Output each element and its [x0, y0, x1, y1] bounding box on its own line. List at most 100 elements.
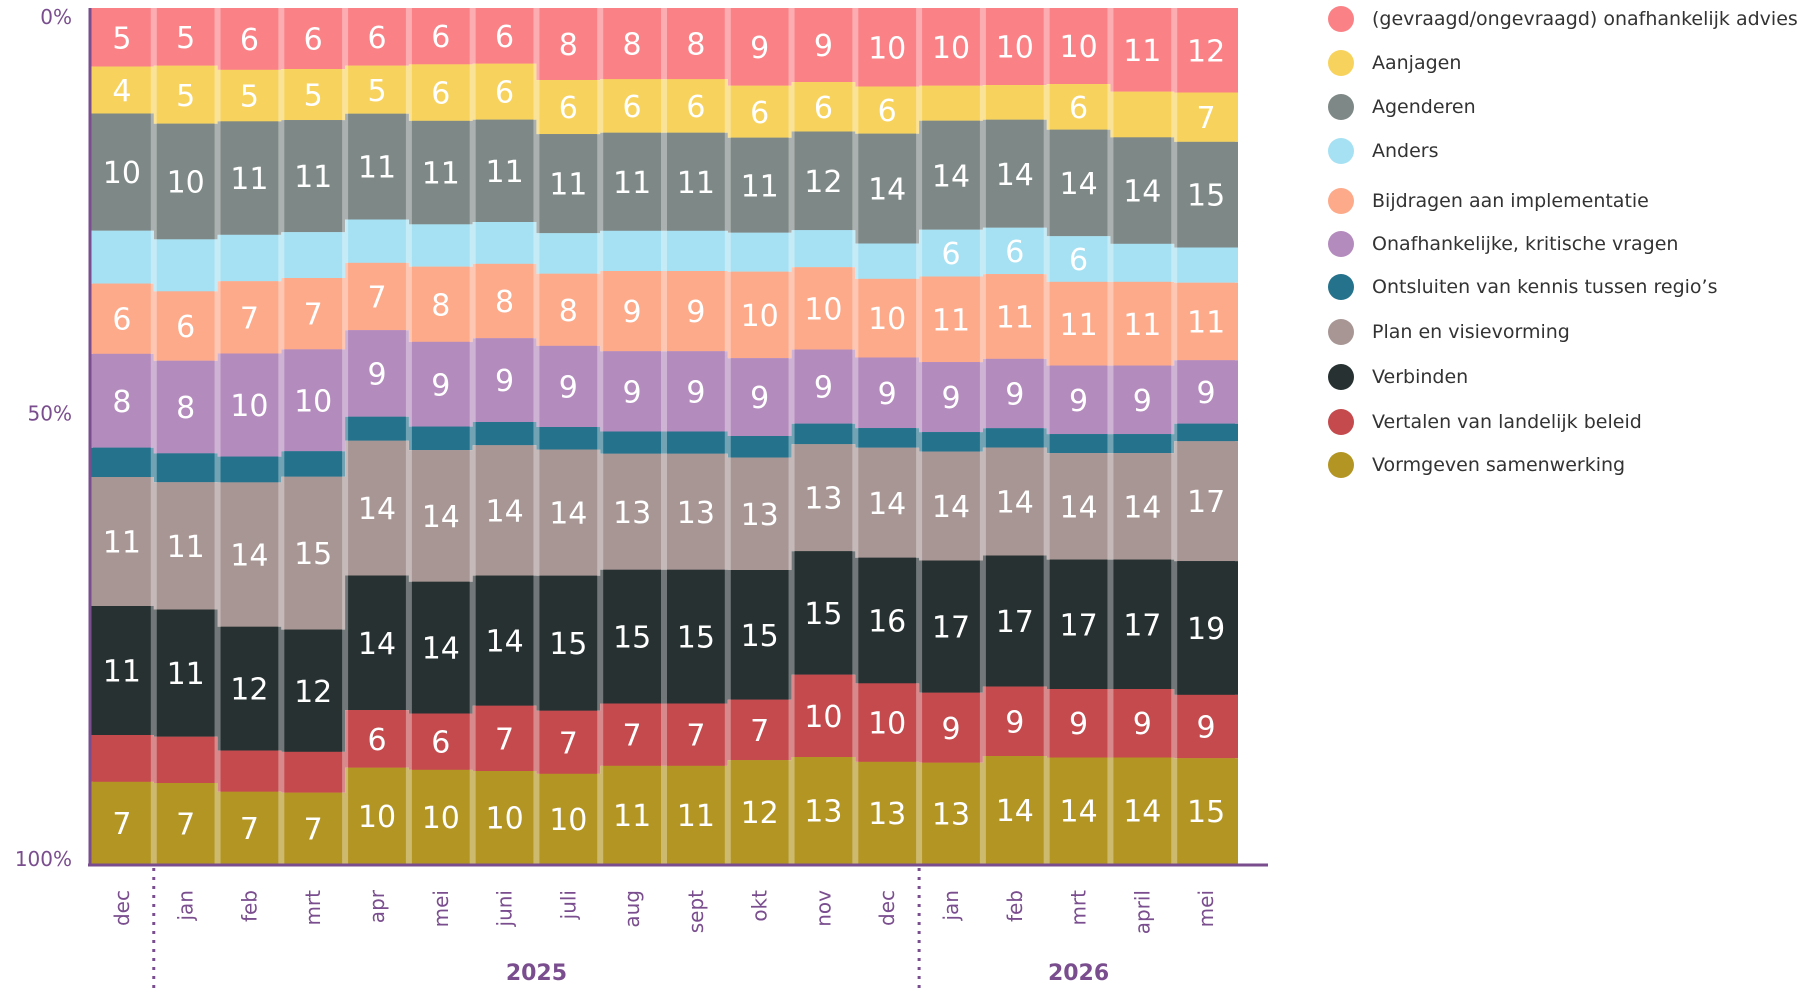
- data-segment: [794, 423, 853, 445]
- data-segment: [1177, 758, 1235, 864]
- data-segment: [922, 692, 980, 763]
- data-label: 9: [367, 358, 386, 393]
- data-segment: [348, 330, 406, 417]
- data-label: 11: [1123, 308, 1161, 343]
- data-segment: [667, 453, 725, 570]
- data-label: 9: [1005, 705, 1024, 740]
- data-segment: [667, 8, 725, 80]
- data-segment: [1113, 757, 1172, 864]
- y-tick-label: 100%: [15, 847, 72, 871]
- data-segment: [411, 713, 470, 770]
- data-label: 8: [431, 288, 450, 323]
- data-label: 10: [422, 801, 460, 836]
- y-tick-label: 0%: [40, 5, 72, 29]
- data-label: 10: [167, 166, 205, 201]
- data-segment: [411, 8, 470, 65]
- data-segment: [220, 353, 279, 457]
- x-tick-label: mei: [429, 890, 453, 927]
- data-label: 9: [1133, 384, 1152, 419]
- data-segment: [858, 683, 917, 762]
- data-segment: [922, 229, 980, 277]
- data-label: 14: [1123, 490, 1161, 525]
- data-segment: [156, 360, 215, 454]
- data-segment: [348, 710, 406, 768]
- data-label: 9: [1069, 707, 1088, 742]
- data-label: 11: [230, 162, 268, 197]
- data-label: 12: [804, 165, 842, 200]
- data-label: 15: [677, 621, 715, 656]
- legend-item-vertalen-beleid: Vertalen van landelijk beleid: [1328, 407, 1642, 437]
- data-segment: [156, 239, 215, 292]
- legend-label: Agenderen: [1372, 96, 1476, 118]
- data-label: 6: [304, 23, 323, 58]
- data-segment: [858, 557, 917, 684]
- data-segment: [156, 65, 215, 124]
- year-label: 2025: [506, 961, 567, 986]
- data-label: 14: [868, 173, 906, 208]
- data-segment: [475, 422, 534, 446]
- data-label: 17: [1060, 608, 1098, 643]
- data-segment: [1177, 282, 1235, 361]
- data-segment: [1177, 561, 1235, 695]
- data-segment: [475, 575, 534, 706]
- legend-swatch: [1328, 274, 1354, 300]
- data-segment: [93, 477, 151, 606]
- data-label: 14: [1060, 795, 1098, 830]
- data-segment: [156, 8, 215, 66]
- data-segment: [156, 453, 215, 483]
- data-segment: [858, 8, 917, 87]
- data-label: 8: [112, 385, 131, 420]
- data-segment: [1049, 559, 1108, 689]
- data-segment: [730, 358, 789, 436]
- data-segment: [603, 230, 661, 271]
- data-label: 6: [686, 90, 705, 125]
- data-segment: [411, 581, 470, 714]
- data-label: 9: [814, 29, 833, 64]
- x-tick-label: nov: [811, 890, 835, 927]
- data-segment: [922, 276, 980, 363]
- data-label: 11: [167, 530, 205, 565]
- data-segment: [156, 123, 215, 240]
- data-segment: [156, 736, 215, 784]
- data-segment: [220, 626, 279, 751]
- data-label: 16: [868, 605, 906, 640]
- data-segment: [348, 416, 406, 441]
- data-segment: [794, 8, 853, 83]
- data-label: 19: [1187, 612, 1225, 647]
- data-label: 9: [941, 381, 960, 416]
- data-segment: [1177, 441, 1235, 562]
- x-tick-label: mei: [1194, 890, 1218, 927]
- data-label: 7: [304, 298, 323, 333]
- x-tick-label: mrt: [1067, 890, 1091, 926]
- data-segment: [985, 756, 1044, 864]
- data-label: 9: [941, 712, 960, 747]
- legend-item-plan-visievorming: Plan en visievorming: [1328, 317, 1570, 347]
- data-label: 14: [868, 487, 906, 522]
- data-segment: [730, 570, 789, 700]
- data-label: 6: [240, 23, 259, 58]
- x-tick-label: jan: [939, 890, 963, 922]
- data-segment: [730, 232, 789, 272]
- data-label: 14: [996, 794, 1034, 829]
- data-label: 6: [431, 20, 450, 55]
- data-label: 11: [103, 526, 141, 561]
- x-tick-label: juli: [556, 890, 580, 920]
- data-segment: [539, 80, 598, 135]
- data-label: 6: [112, 303, 131, 338]
- data-segment: [284, 629, 343, 752]
- data-segment: [667, 431, 725, 454]
- data-segment: [794, 82, 853, 132]
- data-segment: [539, 710, 598, 774]
- data-segment: [667, 703, 725, 766]
- data-segment: [1113, 559, 1172, 689]
- data-segment: [1177, 360, 1235, 424]
- data-label: 13: [868, 797, 906, 832]
- data-segment: [284, 751, 343, 793]
- data-segment: [539, 233, 598, 274]
- data-label: 9: [495, 364, 514, 399]
- data-segment: [730, 457, 789, 570]
- data-segment: [1113, 434, 1172, 454]
- data-segment: [220, 791, 279, 864]
- data-segment: [794, 131, 853, 231]
- data-label: 7: [559, 726, 578, 761]
